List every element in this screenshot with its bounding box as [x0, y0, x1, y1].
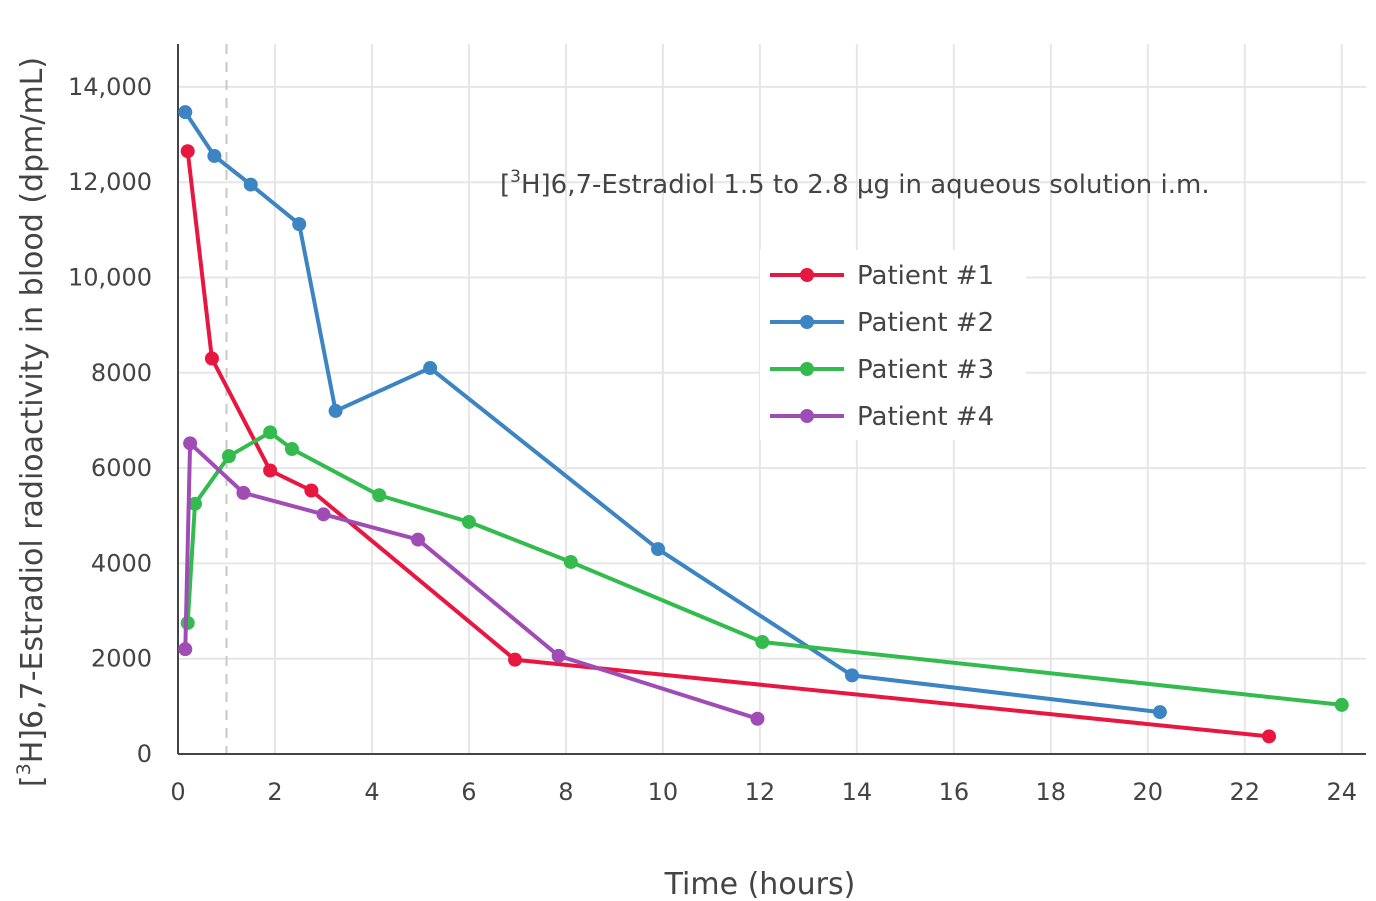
x-tick-label: 24 — [1326, 778, 1357, 806]
x-tick-label: 12 — [745, 778, 776, 806]
x-tick-label: 22 — [1230, 778, 1261, 806]
data-point — [508, 652, 523, 667]
x-tick-label: 20 — [1133, 778, 1164, 806]
legend-label: Patient #2 — [857, 308, 994, 338]
data-point — [316, 507, 331, 522]
series-1 — [180, 144, 1277, 744]
annotation-prefix: [ — [500, 170, 510, 200]
data-point — [651, 542, 666, 557]
series-4 — [178, 436, 765, 726]
data-point — [1334, 697, 1349, 712]
data-point — [183, 436, 198, 451]
data-point — [263, 425, 278, 440]
series-group — [178, 105, 1349, 744]
data-point — [292, 217, 307, 232]
y-tick-label: 8000 — [91, 359, 152, 387]
data-point — [178, 642, 193, 657]
x-tick-label: 6 — [461, 778, 476, 806]
data-point — [284, 442, 299, 457]
legend-item: Patient #3 — [770, 355, 994, 385]
legend-swatch-marker — [800, 268, 814, 282]
legend-label: Patient #4 — [857, 402, 994, 432]
x-tick-label: 16 — [939, 778, 970, 806]
data-point — [187, 496, 202, 511]
ylabel-superscript: 3 — [13, 763, 35, 775]
data-point — [263, 463, 278, 478]
legend-item: Patient #2 — [770, 308, 994, 338]
data-point — [461, 514, 476, 529]
legend-background — [760, 250, 1026, 440]
legend-swatch-marker — [800, 362, 814, 376]
data-point — [563, 554, 578, 569]
axes — [177, 44, 1366, 755]
ylabel-suffix: H]6,7-Estradiol radioactivity in blood (… — [15, 57, 50, 763]
legend-label: Patient #1 — [857, 261, 994, 291]
legend: Patient #1 Patient #2 Patient #3 Patient #4 — [760, 250, 1026, 440]
y-tick-label: 6000 — [91, 454, 152, 482]
x-tick-label: 2 — [267, 778, 282, 806]
y-tick-labels: 0 2000 4000 6000 8000 10,000 12,000 14,000 — [68, 73, 152, 768]
y-tick-label: 12,000 — [68, 168, 152, 196]
x-tick-label: 14 — [842, 778, 873, 806]
series-line — [185, 150, 1270, 739]
legend-item: Patient #1 — [770, 261, 994, 291]
legend-swatch-marker — [800, 409, 814, 423]
y-tick-label: 4000 — [91, 549, 152, 577]
data-point — [845, 668, 860, 683]
legend-swatch-marker — [800, 315, 814, 329]
data-point — [372, 488, 387, 503]
y-tick-label: 0 — [137, 740, 152, 768]
data-point — [1262, 729, 1277, 744]
y-tick-label: 10,000 — [68, 263, 152, 291]
data-point — [243, 177, 258, 192]
x-tick-labels: 0 2 4 6 8 10 12 14 16 18 20 22 24 — [170, 778, 1357, 806]
data-point — [221, 449, 236, 464]
data-point — [178, 105, 193, 120]
data-point — [750, 711, 765, 726]
legend-item: Patient #4 — [770, 402, 994, 432]
y-axis-title: [3H]6,7-Estradiol radioactivity in blood… — [13, 57, 50, 787]
data-point — [551, 648, 566, 663]
x-tick-label: 8 — [558, 778, 573, 806]
chart-annotation: [3H]6,7-Estradiol 1.5 to 2.8 µg in aqueo… — [500, 167, 1210, 200]
data-point — [755, 635, 770, 650]
annotation-suffix: H]6,7-Estradiol 1.5 to 2.8 µg in aqueous… — [521, 170, 1210, 200]
data-point — [204, 351, 219, 366]
data-point — [207, 148, 222, 163]
y-tick-label: 14,000 — [68, 73, 152, 101]
annotation-superscript: 3 — [510, 167, 521, 187]
data-point — [236, 485, 251, 500]
data-point — [328, 403, 343, 418]
x-tick-label: 10 — [648, 778, 679, 806]
data-point — [423, 361, 438, 376]
x-tick-label: 0 — [170, 778, 185, 806]
legend-label: Patient #3 — [857, 355, 994, 385]
ylabel-prefix: [ — [15, 775, 50, 787]
x-tick-label: 4 — [364, 778, 379, 806]
series-2 — [178, 105, 1167, 720]
x-tick-label: 18 — [1036, 778, 1067, 806]
data-point — [411, 532, 426, 547]
data-point — [304, 483, 319, 498]
data-point — [180, 144, 195, 159]
x-axis-title: Time (hours) — [664, 867, 856, 901]
series-line — [185, 430, 1343, 707]
y-tick-label: 2000 — [91, 645, 152, 673]
data-point — [1152, 705, 1167, 720]
